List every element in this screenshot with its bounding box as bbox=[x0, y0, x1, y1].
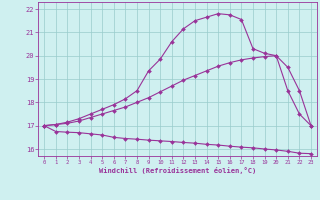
X-axis label: Windchill (Refroidissement éolien,°C): Windchill (Refroidissement éolien,°C) bbox=[99, 167, 256, 174]
